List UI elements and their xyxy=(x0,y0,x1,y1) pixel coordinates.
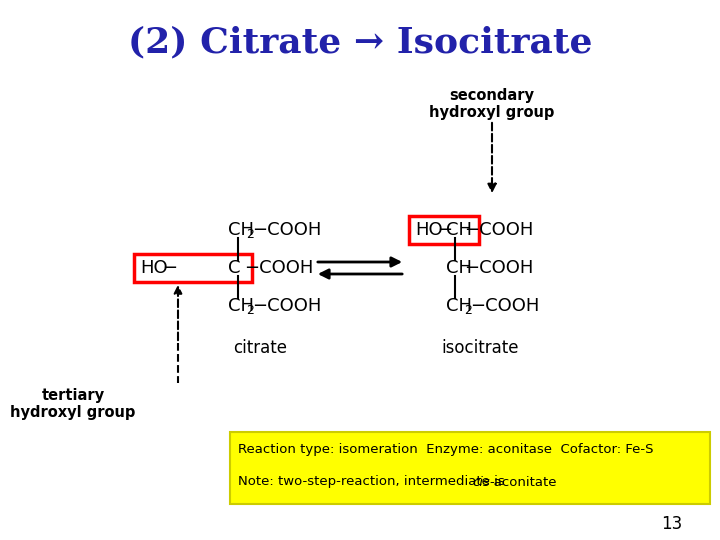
Text: HO: HO xyxy=(140,259,168,277)
Bar xyxy=(230,432,710,504)
Text: −COOH: −COOH xyxy=(252,221,321,239)
Text: −COOH: −COOH xyxy=(464,221,534,239)
Text: 2: 2 xyxy=(246,227,254,240)
Text: Reaction type: isomeration  Enzyme: aconitase  Cofactor: Fe-S: Reaction type: isomeration Enzyme: aconi… xyxy=(238,443,654,456)
Text: secondary
hydroxyl group: secondary hydroxyl group xyxy=(429,88,554,120)
Text: cis: cis xyxy=(472,476,490,489)
Text: −: − xyxy=(437,221,452,239)
Text: (2) Citrate → Isocitrate: (2) Citrate → Isocitrate xyxy=(127,25,593,59)
Text: citrate: citrate xyxy=(233,339,287,357)
Text: tertiary
hydroxyl group: tertiary hydroxyl group xyxy=(10,388,135,421)
Text: CH: CH xyxy=(446,259,472,277)
Text: CH: CH xyxy=(446,221,472,239)
Text: −COOH: −COOH xyxy=(244,259,313,277)
Text: Note: two-step-reaction, intermediate is: Note: two-step-reaction, intermediate is xyxy=(238,476,509,489)
Text: CH: CH xyxy=(228,297,254,315)
Text: C: C xyxy=(228,259,240,277)
Bar xyxy=(409,216,479,244)
Text: CH: CH xyxy=(228,221,254,239)
Text: CH: CH xyxy=(446,297,472,315)
Bar xyxy=(134,254,252,282)
Text: 2: 2 xyxy=(246,303,254,316)
Text: 2: 2 xyxy=(464,303,472,316)
Text: isocitrate: isocitrate xyxy=(441,339,518,357)
Text: -aconitate: -aconitate xyxy=(489,476,557,489)
Text: −: − xyxy=(162,259,177,277)
Text: 13: 13 xyxy=(662,515,683,533)
Text: −COOH: −COOH xyxy=(470,297,539,315)
Text: −COOH: −COOH xyxy=(464,259,534,277)
Text: −COOH: −COOH xyxy=(252,297,321,315)
Text: HO: HO xyxy=(415,221,443,239)
